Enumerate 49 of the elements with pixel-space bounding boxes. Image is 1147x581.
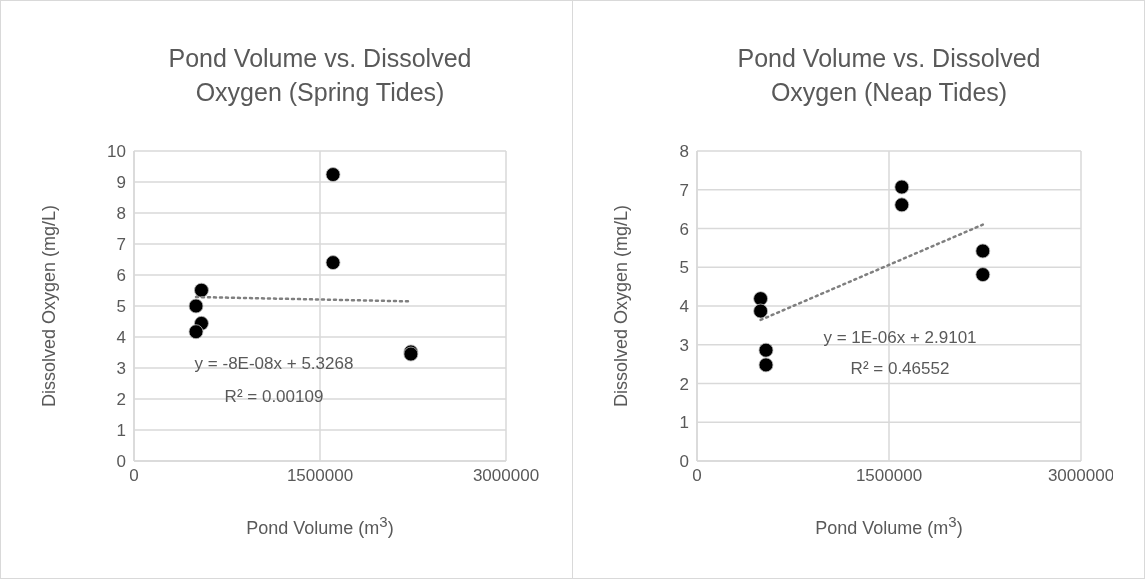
x-tick-label: 3000000 [1047, 466, 1115, 486]
x-tick-label: 0 [692, 466, 702, 486]
y-tick-label: 6 [116, 266, 126, 286]
point [753, 303, 769, 319]
y-tick-label: 4 [116, 328, 126, 348]
annotation: y = -8E-08x + 5.3268 [194, 353, 354, 373]
y-tick-label: 8 [679, 142, 689, 162]
y-tick-label: 5 [116, 297, 126, 317]
y-tick-label: 5 [679, 258, 689, 278]
y-tick-label: 3 [116, 359, 126, 379]
point [753, 291, 769, 307]
y-tick-label: 10 [107, 142, 126, 162]
y-tick-label: 8 [116, 204, 126, 224]
x-tick-label: 3000000 [472, 466, 540, 486]
y-tick-label: 7 [679, 180, 689, 200]
y-tick-label: 6 [679, 219, 689, 239]
x-axis-title: Pond Volume (m$^{3}$) [246, 513, 394, 539]
x-tick-label: 0 [129, 466, 139, 486]
y-tick-label: 2 [116, 390, 126, 410]
x-tick-label: 1500000 [286, 466, 354, 486]
point [325, 255, 341, 270]
point [894, 197, 910, 213]
y-axis-title: Dissolved Oxygen (mg/L) [610, 204, 632, 408]
y-tick-label: 9 [116, 173, 126, 193]
chart-title: Pond Volume vs. Dissolved Oxygen (Neap Tides) [736, 43, 1042, 108]
y-tick-label: 2 [679, 374, 689, 394]
y-axis-title: Dissolved Oxygen (mg/L) [38, 204, 60, 408]
y-tick-label: 0 [116, 452, 126, 472]
annotation: y = 1E-06x + 2.9101 [823, 327, 977, 347]
y-tick-label: 0 [679, 452, 689, 472]
y-tick-label: 1 [679, 413, 689, 433]
point [975, 267, 991, 283]
point [758, 342, 774, 358]
point [325, 167, 341, 182]
y-tick-label: 3 [679, 335, 689, 355]
point [975, 243, 991, 259]
y-tick-label: 7 [116, 235, 126, 255]
point [188, 298, 204, 314]
point [194, 282, 209, 298]
point [894, 179, 910, 195]
y-tick-label: 4 [679, 297, 689, 317]
chart-title: Pond Volume vs. Dissolved Oxygen (Spring Tides) [167, 43, 473, 108]
point [758, 357, 774, 373]
point [188, 324, 204, 340]
y-tick-label: 1 [116, 421, 126, 441]
x-tick-label: 1500000 [855, 466, 923, 486]
annotation: R² = 0.46552 [850, 358, 950, 378]
annotation: R² = 0.00109 [224, 386, 324, 406]
x-axis-title: Pond Volume (m$^{3}$) [815, 513, 963, 539]
